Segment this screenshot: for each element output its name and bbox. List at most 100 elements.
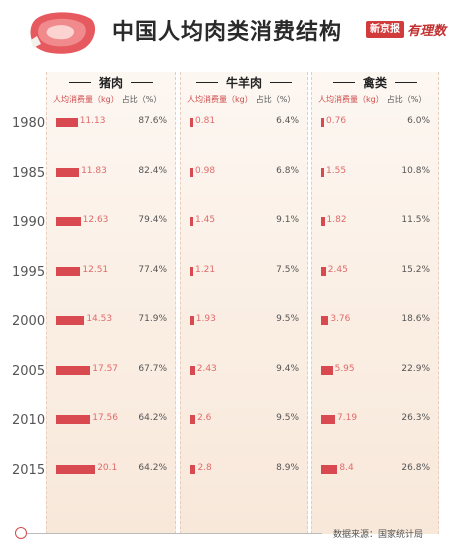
share-value-label: 26.3% [401,413,430,423]
header-rule [131,81,153,83]
amount-column-label: 人均消费量（kg） [187,94,253,104]
amount-value-label: 17.57 [92,363,119,374]
share-value-label: 87.6% [138,116,167,126]
amount-bar [321,118,324,127]
year-label: 2005 [12,363,46,379]
brand-box-label: 新京报 [366,20,404,38]
amount-bar [321,365,333,375]
amount-value-label: 17.56 [92,413,118,423]
share-value-label: 7.5% [276,264,299,275]
amount-value-label: 2.43 [196,363,217,374]
amount-value-label: 7.19 [337,413,358,423]
amount-value-label: 14.53 [86,314,113,324]
amount-bar [190,365,195,375]
share-value-label: 71.9% [138,314,167,324]
amount-bar [56,316,85,325]
year-label: 2010 [12,413,46,428]
header-rule [270,81,292,83]
footer-circle-icon [15,527,27,539]
category-column: 牛羊肉 人均消费量（kg） 占比（%） 0.81 6.4% 0.98 6.8% 1.45 9.1… [180,72,308,534]
data-source: 数据来源：国家统计局 [333,530,424,540]
year-label: 1980 [12,116,46,131]
amount-value-label: 1.45 [195,215,216,225]
share-value-label: 67.7% [138,363,167,374]
category-header: 牛羊肉 [181,72,307,92]
share-value-label: 10.8% [401,165,430,176]
amount-value-label: 11.13 [79,116,106,126]
amount-value-label: 8.4 [339,462,354,473]
amount-bar [190,217,193,226]
share-value-label: 8.9% [276,462,299,473]
amount-bar [56,266,81,276]
amount-bar [190,118,193,127]
amount-bar [56,365,91,375]
amount-value-label: 1.93 [195,314,216,324]
share-value-label: 9.5% [276,314,299,324]
share-value-label: 79.4% [138,215,167,225]
share-value-label: 64.2% [138,413,167,423]
category-name: 牛羊肉 [225,75,262,90]
share-value-label: 6.0% [407,116,430,126]
amount-value-label: 1.82 [326,215,347,225]
amount-bar [190,167,193,177]
brand-script-label: 有理数 [407,23,447,39]
footer-divider [22,533,322,534]
amount-value-label: 0.98 [195,165,216,176]
category-column: 禽类 人均消费量（kg） 占比（%） 0.76 6.0% 1.55 10.8% 1.82 11.… [311,72,439,534]
category-name: 猪肉 [98,75,123,90]
amount-bar [321,167,325,177]
amount-value-label: 11.83 [81,165,107,176]
amount-value-label: 2.45 [327,264,348,275]
amount-column-label: 人均消费量（kg） [318,94,384,104]
header-rule [332,81,355,83]
share-column-label: 占比（%） [121,94,162,104]
share-value-label: 77.4% [138,264,167,275]
year-label: 1990 [12,215,46,230]
amount-value-label: 1.21 [195,264,216,275]
amount-value-label: 2.8 [197,462,212,473]
amount-value-label: 1.55 [326,165,347,176]
share-value-label: 9.1% [276,215,299,225]
header-rule [395,81,417,83]
amount-bar [190,464,196,474]
category-name: 禽类 [362,75,387,90]
amount-bar [190,415,196,424]
amount-bar [321,217,325,226]
amount-value-label: 2.6 [197,413,212,423]
amount-bar [321,316,329,325]
amount-column-label: 人均消费量（kg） [53,94,119,104]
column-subheader: 人均消费量（kg） 占比（%） [53,92,161,106]
amount-value-label: 12.51 [82,264,109,275]
amount-bar [321,415,336,424]
share-value-label: 18.6% [401,314,430,324]
amount-value-label: 20.1 [97,462,118,473]
share-value-label: 9.5% [276,413,299,423]
amount-bar [56,464,96,474]
year-label: 1985 [12,165,46,181]
meat-steak-icon [30,12,96,54]
share-value-label: 22.9% [401,363,430,374]
header-rule [195,81,218,83]
year-label: 2000 [12,314,46,329]
header-rule [68,81,91,83]
share-value-label: 6.8% [276,165,299,176]
brand-logo: 新京报 有理数 [366,20,447,39]
amount-bar [190,316,194,325]
share-value-label: 9.4% [276,363,299,374]
amount-value-label: 5.95 [334,363,355,374]
share-column-label: 占比（%） [386,94,427,104]
category-column: 猪肉 人均消费量（kg） 占比（%） 11.13 87.6% 11.83 82.4% 12.6… [46,72,176,534]
share-column-label: 占比（%） [255,94,296,104]
amount-value-label: 3.76 [330,314,351,324]
amount-value-label: 0.81 [195,116,216,126]
amount-bar [190,266,193,276]
column-subheader: 人均消费量（kg） 占比（%） [187,92,295,106]
year-label: 1995 [12,264,46,280]
amount-value-label: 0.76 [326,116,347,126]
amount-bar [56,217,81,226]
column-subheader: 人均消费量（kg） 占比（%） [318,92,426,106]
amount-bar [321,464,338,474]
category-header: 猪肉 [47,72,175,92]
amount-bar [56,167,80,177]
